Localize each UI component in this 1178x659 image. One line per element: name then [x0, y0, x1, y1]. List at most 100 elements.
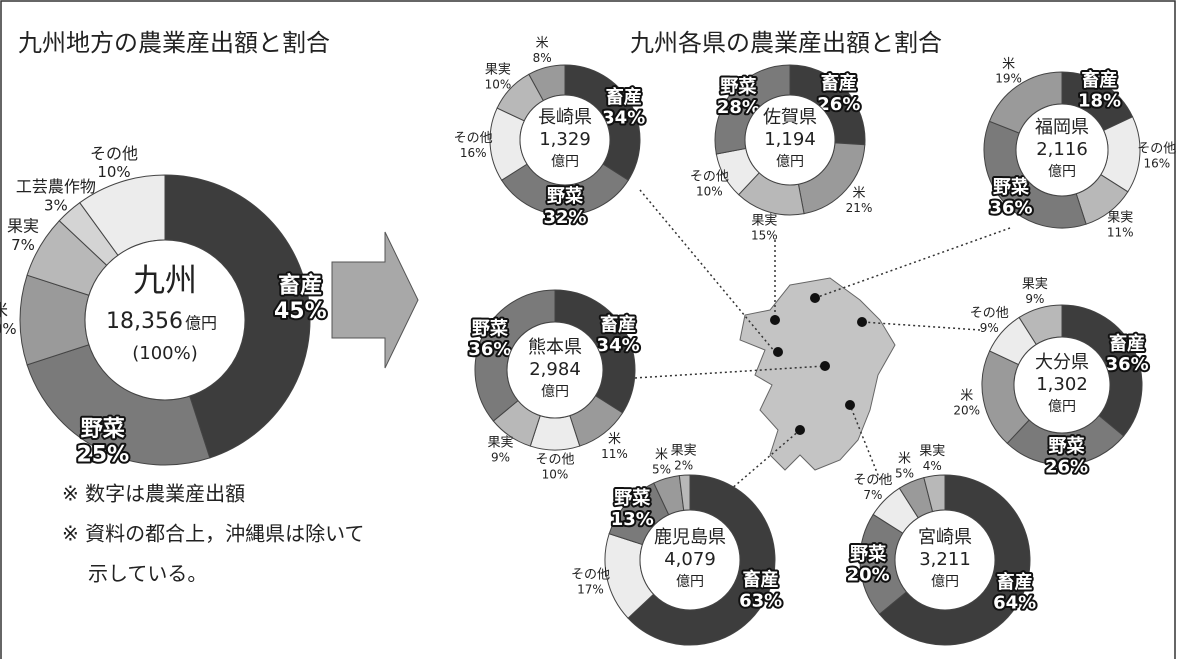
- leader-lines: [634, 189, 1011, 491]
- center-title: 大分県: [1035, 352, 1089, 373]
- segment-label: その他: [535, 452, 574, 467]
- segment-label: その他: [970, 306, 1009, 321]
- arrow: [331, 231, 419, 369]
- center-share: (100%): [132, 343, 198, 364]
- note: 示している。: [88, 562, 207, 586]
- center-title: 熊本県: [528, 337, 582, 358]
- value-label: 28%: [717, 97, 760, 118]
- segment-label: 果実: [7, 217, 39, 236]
- segment-label: その他: [90, 144, 138, 163]
- segment-label: その他: [1137, 141, 1176, 156]
- value-label: 10%: [542, 467, 569, 481]
- donut-hole: [1013, 336, 1111, 434]
- center-unit: 億円: [776, 154, 804, 170]
- value-label: 4%: [923, 459, 942, 473]
- center-unit: 億円: [676, 574, 704, 590]
- donut-hole: [894, 509, 996, 611]
- donut-hole: [84, 239, 246, 401]
- value-label: 5%: [652, 462, 671, 476]
- segment-label: その他: [571, 568, 610, 583]
- value-label: 8%: [533, 51, 552, 65]
- center-unit: 億円: [1048, 164, 1076, 180]
- segment-label: 米: [853, 186, 866, 201]
- segment-label: 畜産: [600, 313, 636, 335]
- segment-label: 米: [898, 452, 911, 467]
- value-label: 11%: [1107, 225, 1134, 239]
- center-total: 3,211: [919, 549, 971, 570]
- center-total: 1,194: [764, 129, 816, 150]
- donut-hole: [519, 94, 611, 186]
- value-label: 34%: [597, 335, 640, 356]
- value-label: 18%: [1078, 91, 1121, 112]
- center-title: 九州: [133, 261, 197, 299]
- segment-label: 米: [608, 432, 621, 447]
- segment-label: 果実: [671, 443, 697, 459]
- segment-label: 米: [536, 36, 549, 51]
- donut-hole: [506, 321, 604, 419]
- segment-label: 野菜: [547, 186, 583, 207]
- value-label: 9%: [980, 321, 999, 335]
- value-label: 10%: [0, 320, 17, 338]
- segment-label: 畜産: [278, 272, 322, 298]
- segment-label: 米: [960, 389, 973, 404]
- value-label: 36%: [989, 198, 1032, 219]
- segment-label: 野菜: [720, 76, 756, 97]
- value-label: 5%: [895, 467, 914, 481]
- value-label: 34%: [602, 108, 645, 129]
- center-unit: 億円: [931, 574, 959, 590]
- note: ※ 資料の都合上，沖縄県は除いて: [62, 522, 365, 546]
- value-label: 10%: [485, 77, 512, 91]
- value-label: 11%: [601, 447, 628, 461]
- center-total: 4,079: [664, 549, 716, 570]
- value-label: 7%: [863, 488, 882, 502]
- center-title: 福岡県: [1035, 117, 1089, 138]
- value-label: 20%: [953, 403, 980, 417]
- segment-label: 野菜: [81, 417, 125, 442]
- center-unit: 億円: [541, 384, 569, 400]
- donut-hole: [1015, 103, 1109, 197]
- value-label: 26%: [1045, 457, 1088, 478]
- segment-label: 畜産: [743, 569, 779, 591]
- value-label: 2%: [674, 459, 693, 473]
- value-label: 10%: [696, 185, 723, 199]
- value-label: 36%: [1106, 354, 1149, 375]
- value-label: 16%: [1143, 156, 1170, 170]
- segment-label: 米: [655, 447, 668, 462]
- center-total: 18,356: [106, 309, 183, 334]
- value-label: 13%: [611, 509, 654, 530]
- segment-label: 野菜: [850, 544, 886, 565]
- segment-label: 野菜: [993, 177, 1029, 198]
- value-label: 17%: [577, 583, 604, 597]
- value-label: 16%: [460, 146, 487, 160]
- center-total: 2,116: [1036, 139, 1088, 160]
- value-label: 15%: [751, 229, 778, 243]
- value-label: 10%: [97, 163, 130, 181]
- value-label: 19%: [995, 72, 1022, 86]
- segment-label: 果実: [485, 61, 511, 77]
- segment-label: 野菜: [472, 318, 508, 339]
- segment-label: 果実: [751, 213, 777, 229]
- segment-label: 畜産: [1082, 69, 1118, 91]
- center-title: 佐賀県: [763, 107, 817, 128]
- segment-label: 畜産: [997, 571, 1033, 593]
- left-title: 九州地方の農業産出額と割合: [18, 29, 330, 57]
- value-label: 9%: [1025, 292, 1044, 306]
- center-title: 長崎県: [538, 107, 592, 128]
- value-label: 9%: [491, 451, 510, 465]
- kyushu-map: [739, 277, 896, 471]
- note: ※ 数字は農業産出額: [62, 482, 245, 506]
- segment-label: 果実: [487, 435, 513, 451]
- center-total: 1,329: [539, 129, 591, 150]
- segment-label: その他: [853, 473, 892, 488]
- value-label: 36%: [468, 339, 511, 360]
- center-total: 1,302: [1036, 374, 1088, 395]
- center-unit: 億円: [551, 154, 579, 170]
- center-unit: 億円: [185, 314, 217, 333]
- value-label: 64%: [993, 593, 1036, 614]
- segment-label: 果実: [1022, 276, 1048, 292]
- segment-label: 畜産: [821, 72, 857, 94]
- right-title: 九州各県の農業産出額と割合: [630, 29, 942, 57]
- center-title: 鹿児島県: [654, 527, 726, 548]
- value-label: 32%: [543, 207, 586, 228]
